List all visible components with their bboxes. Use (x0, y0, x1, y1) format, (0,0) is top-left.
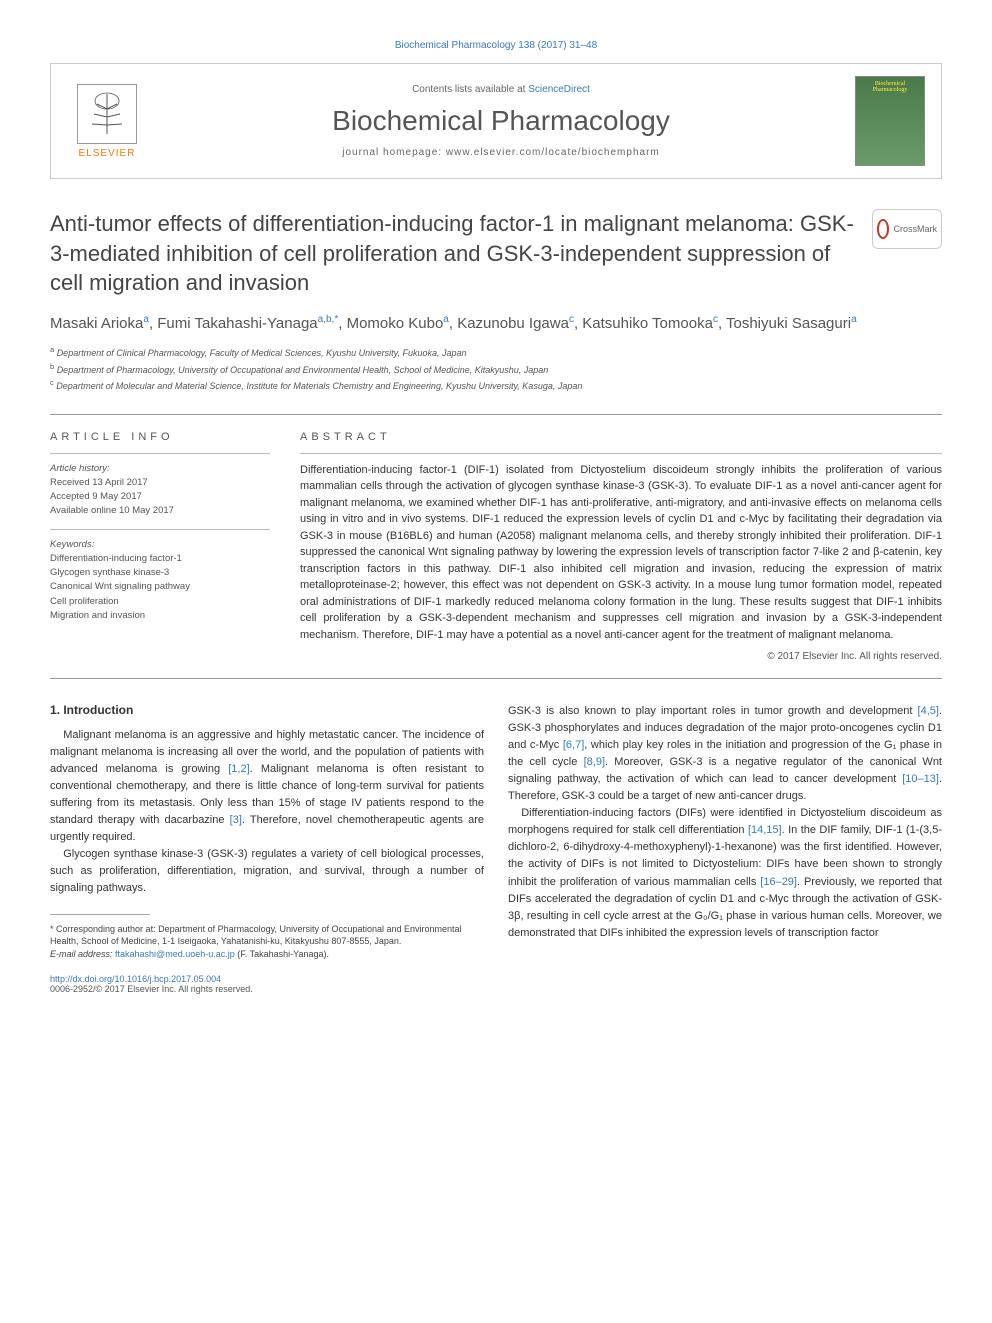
abstract-divider (300, 453, 942, 454)
journal-cover[interactable]: Biochemical Pharmacology (855, 76, 925, 166)
abstract-col: ABSTRACT Differentiation-inducing factor… (300, 431, 942, 663)
ref-link[interactable]: [6,7] (563, 739, 584, 751)
homepage-url[interactable]: www.elsevier.com/locate/biochempharm (446, 147, 660, 158)
email-label: E-mail address: (50, 949, 115, 959)
corresponding-author: * Corresponding author at: Department of… (50, 923, 484, 948)
article-info-heading: ARTICLE INFO (50, 431, 270, 443)
header-center: Contents lists available at ScienceDirec… (147, 84, 855, 158)
abstract-heading: ABSTRACT (300, 431, 942, 443)
doi-block: http://dx.doi.org/10.1016/j.bcp.2017.05.… (50, 974, 484, 994)
elsevier-logo[interactable]: ELSEVIER (67, 76, 147, 166)
keyword-2: Canonical Wnt signaling pathway (50, 580, 270, 594)
body-columns: 1. Introduction Malignant melanoma is an… (50, 703, 942, 994)
article-info-col: ARTICLE INFO Article history: Received 1… (50, 431, 270, 663)
info-abstract-row: ARTICLE INFO Article history: Received 1… (50, 431, 942, 663)
ref-link[interactable]: [3] (230, 814, 242, 826)
keyword-0: Differentiation-inducing factor-1 (50, 552, 270, 566)
journal-title: Biochemical Pharmacology (147, 105, 855, 137)
sciencedirect-link[interactable]: ScienceDirect (528, 84, 590, 95)
journal-header: ELSEVIER Contents lists available at Sci… (50, 63, 942, 179)
intro-p1: Malignant melanoma is an aggressive and … (50, 727, 484, 846)
email-suffix: (F. Takahashi-Yanaga). (235, 949, 329, 959)
contents-line: Contents lists available at ScienceDirec… (147, 84, 855, 95)
history-label: Article history: (50, 462, 270, 476)
ref-link[interactable]: [8,9] (584, 756, 605, 768)
keyword-4: Migration and invasion (50, 609, 270, 623)
crossmark-icon (877, 219, 889, 239)
affiliation-c: Department of Molecular and Material Sci… (56, 381, 582, 391)
keywords-label: Keywords: (50, 538, 270, 552)
email-line: E-mail address: ftakahashi@med.uoeh-u.ac… (50, 948, 484, 961)
divider-bottom (50, 678, 942, 679)
intro-text-right: GSK-3 is also known to play important ro… (508, 703, 942, 942)
page-container: Biochemical Pharmacology 138 (2017) 31–4… (0, 0, 992, 1034)
keyword-1: Glycogen synthase kinase-3 (50, 566, 270, 580)
divider-top (50, 414, 942, 415)
article-title: Anti-tumor effects of differentiation-in… (50, 209, 942, 298)
email-link[interactable]: ftakahashi@med.uoeh-u.ac.jp (115, 949, 235, 959)
abstract-text: Differentiation-inducing factor-1 (DIF-1… (300, 462, 942, 644)
body-col-left: 1. Introduction Malignant melanoma is an… (50, 703, 484, 994)
authors-line: Masaki Ariokaa, Fumi Takahashi-Yanagaa,b… (50, 314, 942, 332)
keywords-block: Keywords: Differentiation-inducing facto… (50, 538, 270, 624)
top-citation[interactable]: Biochemical Pharmacology 138 (2017) 31–4… (50, 40, 942, 51)
crossmark-badge[interactable]: CrossMark (872, 209, 942, 249)
intro-p3: GSK-3 is also known to play important ro… (508, 703, 942, 805)
info-divider-1 (50, 453, 270, 454)
intro-p4: Differentiation-inducing factors (DIFs) … (508, 805, 942, 941)
ref-link[interactable]: [4,5] (918, 705, 939, 717)
affiliation-b: Department of Pharmacology, University o… (57, 365, 549, 375)
abstract-copyright: © 2017 Elsevier Inc. All rights reserved… (300, 651, 942, 662)
homepage-prefix: journal homepage: (342, 147, 446, 158)
affiliation-a: Department of Clinical Pharmacology, Fac… (57, 348, 467, 358)
intro-heading: 1. Introduction (50, 703, 484, 717)
intro-p2: Glycogen synthase kinase-3 (GSK-3) regul… (50, 846, 484, 897)
issn-line: 0006-2952/© 2017 Elsevier Inc. All right… (50, 984, 484, 994)
ref-link[interactable]: [10–13] (902, 773, 939, 785)
accepted-date: Accepted 9 May 2017 (50, 490, 270, 504)
keyword-3: Cell proliferation (50, 595, 270, 609)
contents-prefix: Contents lists available at (412, 84, 528, 95)
elsevier-text: ELSEVIER (79, 148, 136, 159)
homepage-line: journal homepage: www.elsevier.com/locat… (147, 147, 855, 158)
footnote-separator (50, 914, 150, 915)
ref-link[interactable]: [14,15] (748, 824, 782, 836)
article-history: Article history: Received 13 April 2017 … (50, 462, 270, 519)
elsevier-tree-icon (77, 84, 137, 144)
affiliations: a Department of Clinical Pharmacology, F… (50, 344, 942, 394)
crossmark-label: CrossMark (893, 224, 937, 234)
cover-text-2: Pharmacology (873, 87, 908, 93)
ref-link[interactable]: [1,2] (228, 763, 249, 775)
received-date: Received 13 April 2017 (50, 476, 270, 490)
online-date: Available online 10 May 2017 (50, 504, 270, 518)
intro-text-left: Malignant melanoma is an aggressive and … (50, 727, 484, 897)
info-divider-2 (50, 529, 270, 530)
body-col-right: GSK-3 is also known to play important ro… (508, 703, 942, 994)
doi-link[interactable]: http://dx.doi.org/10.1016/j.bcp.2017.05.… (50, 974, 221, 984)
ref-link[interactable]: [16–29] (760, 876, 797, 888)
